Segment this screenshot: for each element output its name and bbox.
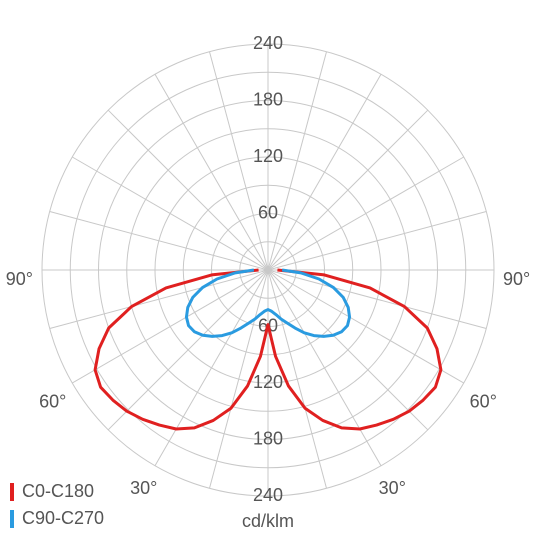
r-tick-label: 180 bbox=[253, 89, 283, 109]
r-tick-label: 60 bbox=[258, 202, 278, 222]
angle-tick-label: 60° bbox=[39, 391, 66, 411]
grid-spoke bbox=[107, 269, 269, 431]
legend-swatch bbox=[10, 510, 14, 528]
r-tick-label: 240 bbox=[253, 485, 283, 505]
r-tick-label: 180 bbox=[253, 428, 283, 448]
grid-spoke bbox=[267, 269, 327, 489]
series-line bbox=[184, 268, 352, 338]
grid-spoke bbox=[49, 211, 269, 271]
angle-tick-label: 90° bbox=[6, 269, 33, 289]
grid-spoke bbox=[154, 74, 269, 271]
grid-spoke bbox=[267, 269, 382, 466]
legend-label: C0-C180 bbox=[22, 481, 94, 501]
grid-spoke bbox=[267, 269, 487, 329]
legend-swatch bbox=[10, 483, 14, 501]
r-tick-label: 240 bbox=[253, 33, 283, 53]
legend-label: C90-C270 bbox=[22, 508, 104, 528]
grid-spoke bbox=[267, 269, 429, 431]
grid-spoke bbox=[267, 156, 464, 271]
angle-tick-label: 30° bbox=[130, 478, 157, 498]
grid-spoke bbox=[267, 74, 382, 271]
angle-tick-label: 30° bbox=[379, 478, 406, 498]
grid-spoke bbox=[267, 269, 464, 384]
angle-tick-label: 60° bbox=[470, 391, 497, 411]
grid-spoke bbox=[107, 109, 269, 271]
r-tick-label: 120 bbox=[253, 372, 283, 392]
grid-spoke bbox=[154, 269, 269, 466]
grid-spoke bbox=[72, 269, 269, 384]
grid-spoke bbox=[267, 51, 327, 271]
grid-spoke bbox=[72, 156, 269, 271]
grid-spoke bbox=[209, 269, 269, 489]
grid-spoke bbox=[209, 51, 269, 271]
r-tick-label: 120 bbox=[253, 146, 283, 166]
unit-label: cd/klm bbox=[242, 511, 294, 531]
grid-spoke bbox=[49, 269, 269, 329]
grid-spoke bbox=[267, 109, 429, 271]
grid-spoke bbox=[267, 211, 487, 271]
series-line bbox=[93, 268, 443, 431]
angle-tick-label: 90° bbox=[503, 269, 530, 289]
